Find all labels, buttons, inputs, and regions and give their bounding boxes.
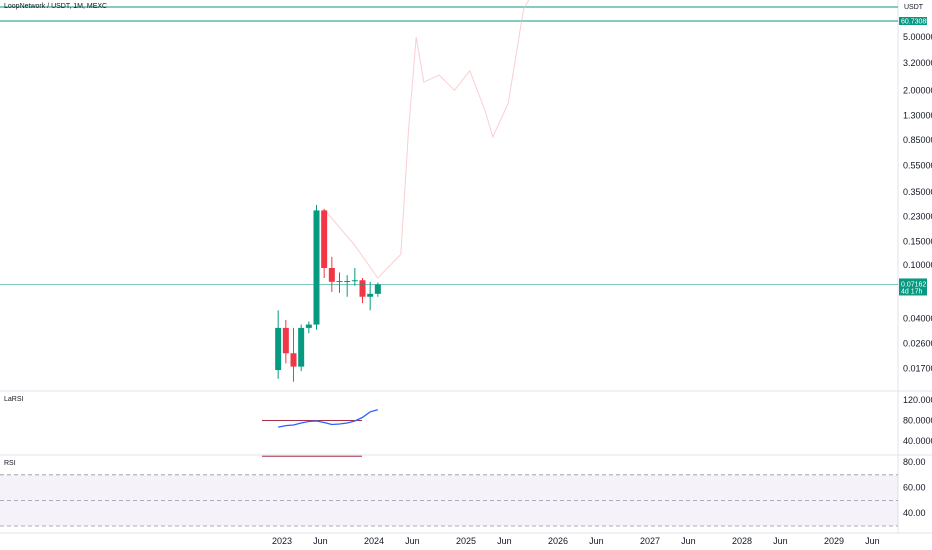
time-axis-label: Jun [865,536,880,546]
price-tick-label: 0.01700 [903,363,932,373]
time-axis-label: 2023 [272,536,292,546]
candle-body[interactable] [344,280,351,282]
time-axis-label: Jun [589,536,604,546]
ath-badge-value: 60.73085 [901,19,930,26]
rsi-tick-label: 80.00 [903,457,926,467]
rsi-title: RSI [4,460,16,467]
time-axis-label: Jun [497,536,512,546]
countdown-label: 4d 17h [901,288,923,295]
ath-badge[interactable] [899,17,927,25]
rsi-tick-label: 40.00 [903,508,926,518]
time-axis-label: 2029 [824,536,844,546]
price-tick-label: 3.20000 [903,58,932,68]
candle-body[interactable] [282,327,289,354]
candle-body[interactable] [351,280,358,282]
rsi-tick-label: 60.00 [903,483,926,493]
price-tick-label: 2.00000 [903,85,932,95]
larsi-tick-label: 80.00000 [903,415,932,425]
candle-body[interactable] [313,210,320,325]
candle-body[interactable] [305,324,312,328]
candle-body[interactable] [275,327,282,371]
candle-body[interactable] [374,284,381,294]
time-axis-label: 2027 [640,536,660,546]
current-price-badge[interactable] [899,278,927,296]
time-axis-label: 2028 [732,536,752,546]
time-axis-label: Jun [405,536,420,546]
currency-label[interactable]: USDT [904,4,924,11]
time-axis-label: 2026 [548,536,568,546]
price-tick-label: 5.00000 [903,32,932,42]
candle-body[interactable] [328,267,335,282]
time-axis-label: Jun [681,536,696,546]
larsi-title: LaRSI [4,396,24,403]
time-axis-label: 2024 [364,536,384,546]
larsi-tick-label: 40.00000 [903,436,932,446]
candle-body[interactable] [367,293,374,297]
symbol-title[interactable]: LoopNetwork / USDT, 1M, MEXC [4,3,108,10]
candle-body[interactable] [290,353,297,367]
current-price-value: 0.07162 [901,281,926,288]
larsi-tick-label: 120.00000 [903,395,932,405]
candle-body[interactable] [359,280,366,297]
candle-body[interactable] [336,280,343,282]
candle-body[interactable] [298,327,305,367]
time-axis-label: 2025 [456,536,476,546]
time-axis-label: Jun [773,536,788,546]
candle-body[interactable] [321,210,328,268]
larsi-line [278,409,378,428]
projection-path [323,0,530,279]
time-axis-label: Jun [313,536,328,546]
